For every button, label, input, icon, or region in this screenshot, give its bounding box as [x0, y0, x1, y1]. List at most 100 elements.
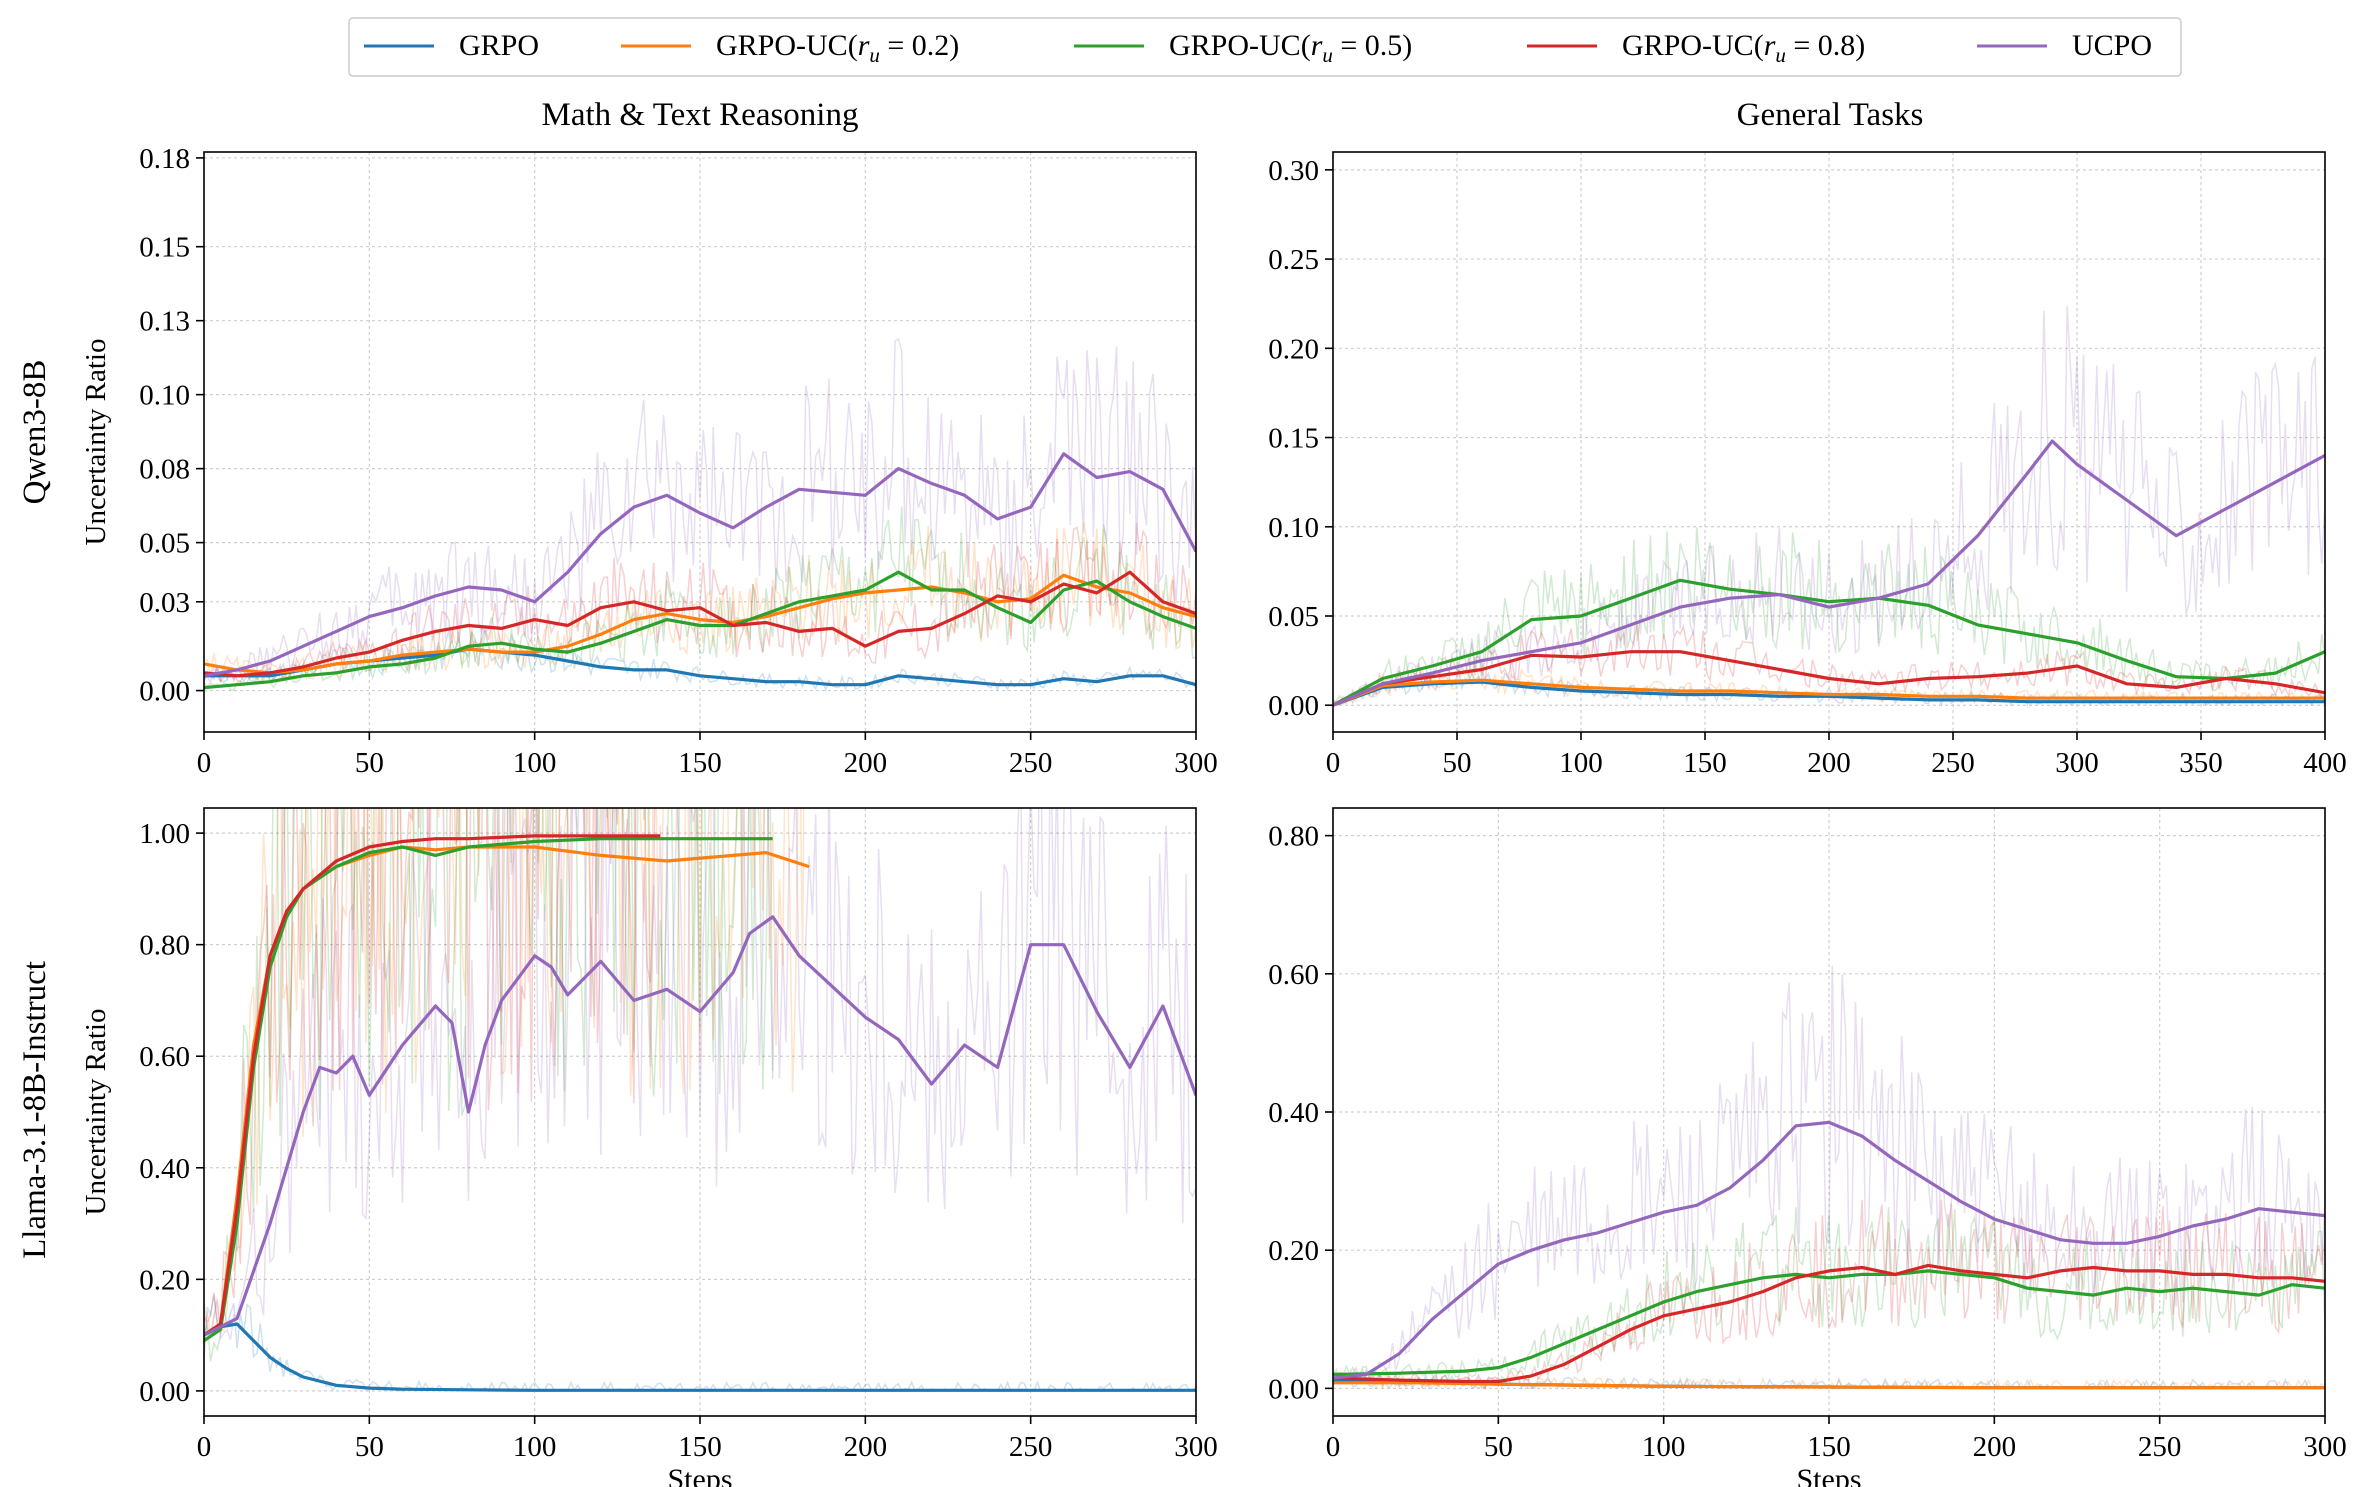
x-tick-label: 50	[355, 1431, 384, 1463]
x-tick-label: 300	[1174, 747, 1218, 779]
series-line-ucpo	[1333, 1120, 2325, 1380]
y-tick-label: 1.00	[139, 818, 190, 850]
panel-llama-general: 0 50 100 150 200 250 300 0.00 0.20 0.40 0.60 0.80 St…	[1268, 807, 2347, 1487]
y-tick-label: 0.40	[139, 1153, 190, 1185]
y-tick-label: 0.10	[1268, 512, 1319, 544]
y-tick-label: 0.18	[139, 143, 190, 175]
x-tick-label: 0	[197, 1431, 212, 1463]
y-axis-label: Uncertainty Ratio	[80, 339, 112, 546]
y-tick-label: 0.00	[139, 1376, 190, 1408]
y-tick-label: 0.80	[139, 930, 190, 962]
y-tick-label: 0.00	[1268, 690, 1319, 722]
x-tick-label: 200	[1807, 747, 1851, 779]
y-tick-label: 0.10	[139, 380, 190, 412]
x-tick-label: 150	[1807, 1431, 1851, 1463]
x-tick-label: 150	[1683, 747, 1727, 779]
raw-trace-grpo-uc-r-u-0-8	[1333, 1199, 2325, 1390]
raw-trace-grpo-uc-r-u-0-8	[1333, 623, 2325, 705]
panel-llama-math: 0 50 100 150 200 250 300 0.00 0.20 0.40 0.60 0.80 1.…	[80, 807, 1218, 1487]
x-tick-label: 50	[1443, 747, 1472, 779]
x-tick-label: 0	[197, 747, 212, 779]
column-title-general: General Tasks	[1737, 97, 1924, 133]
y-tick-label: 0.13	[139, 306, 190, 338]
series-line-grpo-uc-r-u-0-5	[1333, 578, 2325, 707]
x-tick-label: 100	[513, 747, 557, 779]
y-tick-label: 0.08	[139, 454, 190, 486]
series-line-ucpo	[1333, 439, 2325, 707]
x-tick-label: 200	[844, 1431, 888, 1463]
x-tick-label: 300	[2303, 1431, 2347, 1463]
raw-trace-grpo-uc-r-u-0-5	[204, 506, 1196, 691]
legend-label-ucpo: UCPO	[2072, 29, 2152, 62]
raw-trace-ucpo	[204, 337, 1196, 685]
y-tick-label: 0.05	[139, 528, 190, 560]
y-tick-label: 0.00	[139, 676, 190, 708]
series-line-grpo-uc-r-u-0-2	[1333, 1381, 2325, 1390]
x-tick-label: 350	[2179, 747, 2223, 779]
legend-frame	[348, 17, 2182, 77]
x-tick-label: 0	[1326, 1431, 1341, 1463]
series-line-ucpo	[204, 915, 1196, 1337]
x-tick-label: 250	[1931, 747, 1975, 779]
y-axis-label: Uncertainty Ratio	[80, 1009, 112, 1216]
series-line-grpo-uc-r-u-0-8	[204, 834, 661, 1337]
y-tick-label: 0.03	[139, 587, 190, 619]
legend-label-uc08: GRPO-UC(ru = 0.8)	[1622, 29, 1865, 67]
x-tick-label: 200	[1973, 1431, 2017, 1463]
x-tick-label: 150	[678, 747, 722, 779]
x-tick-label: 250	[2138, 1431, 2182, 1463]
series-line-grpo-uc-r-u-0-2	[1333, 678, 2325, 707]
legend-label-uc02: GRPO-UC(ru = 0.2)	[716, 29, 959, 67]
legend-label-grpo: GRPO	[459, 29, 539, 62]
series-line-grpo-uc-r-u-0-5	[204, 570, 1196, 690]
x-tick-label: 200	[844, 747, 888, 779]
raw-trace-grpo-uc-r-u-0-5	[204, 808, 774, 1362]
y-tick-label: 0.60	[1268, 959, 1319, 991]
panel-qwen-general: 0 50 100 150 200 250 300 350 400 0.00 0.05 0.10 0.15…	[1268, 151, 2347, 779]
series-line-grpo-uc-r-u-0-8	[1333, 650, 2325, 707]
series-line-grpo-uc-r-u-0-8	[204, 570, 1196, 678]
y-tick-label: 0.20	[139, 1264, 190, 1296]
raw-trace-ucpo	[1333, 965, 2325, 1383]
series-line-grpo-uc-r-u-0-5	[1333, 1269, 2325, 1377]
y-tick-label: 0.30	[1268, 155, 1319, 187]
y-tick-label: 0.05	[1268, 601, 1319, 633]
y-tick-label: 0.25	[1268, 244, 1319, 276]
x-tick-label: 300	[1174, 1431, 1218, 1463]
x-tick-label: 100	[1559, 747, 1603, 779]
x-tick-label: 400	[2303, 747, 2347, 779]
legend: GRPO GRPO-UC(ru = 0.2) GRPO-UC(ru = 0.5)…	[348, 17, 2182, 77]
x-tick-label: 100	[513, 1431, 557, 1463]
x-tick-label: 250	[1009, 1431, 1053, 1463]
y-tick-label: 0.80	[1268, 821, 1319, 853]
x-tick-label: 250	[1009, 747, 1053, 779]
raw-trace-grpo-uc-r-u-0-5	[1333, 527, 2325, 704]
y-tick-label: 0.60	[139, 1041, 190, 1073]
x-axis-label: Steps	[1796, 1463, 1861, 1487]
x-tick-label: 300	[2055, 747, 2099, 779]
column-title-math: Math & Text Reasoning	[542, 97, 859, 133]
raw-trace-ucpo	[204, 808, 1196, 1341]
x-tick-label: 100	[1642, 1431, 1686, 1463]
y-tick-label: 0.20	[1268, 333, 1319, 365]
y-tick-label: 0.15	[139, 232, 190, 264]
y-tick-label: 0.00	[1268, 1373, 1319, 1405]
x-tick-label: 50	[355, 747, 384, 779]
x-tick-label: 50	[1484, 1431, 1513, 1463]
series-line-ucpo	[204, 452, 1196, 678]
row-title-llama: Llama-3.1-8B-Instruct	[17, 961, 53, 1259]
raw-trace-ucpo	[1333, 305, 2325, 706]
series-line-grpo-uc-r-u-0-8	[1333, 1263, 2325, 1384]
raw-trace-grpo-uc-r-u-0-2	[204, 521, 1196, 683]
raw-trace-grpo-uc-r-u-0-2	[204, 808, 805, 1346]
y-tick-label: 0.15	[1268, 423, 1319, 455]
series-line-grpo	[204, 1322, 1196, 1392]
series-line-grpo-uc-r-u-0-2	[204, 573, 1196, 675]
row-title-qwen: Qwen3-8B	[17, 360, 53, 505]
x-tick-label: 0	[1326, 747, 1341, 779]
x-tick-label: 150	[678, 1431, 722, 1463]
y-tick-label: 0.40	[1268, 1097, 1319, 1129]
legend-label-uc05: GRPO-UC(ru = 0.5)	[1169, 29, 1412, 67]
y-tick-label: 0.20	[1268, 1235, 1319, 1267]
